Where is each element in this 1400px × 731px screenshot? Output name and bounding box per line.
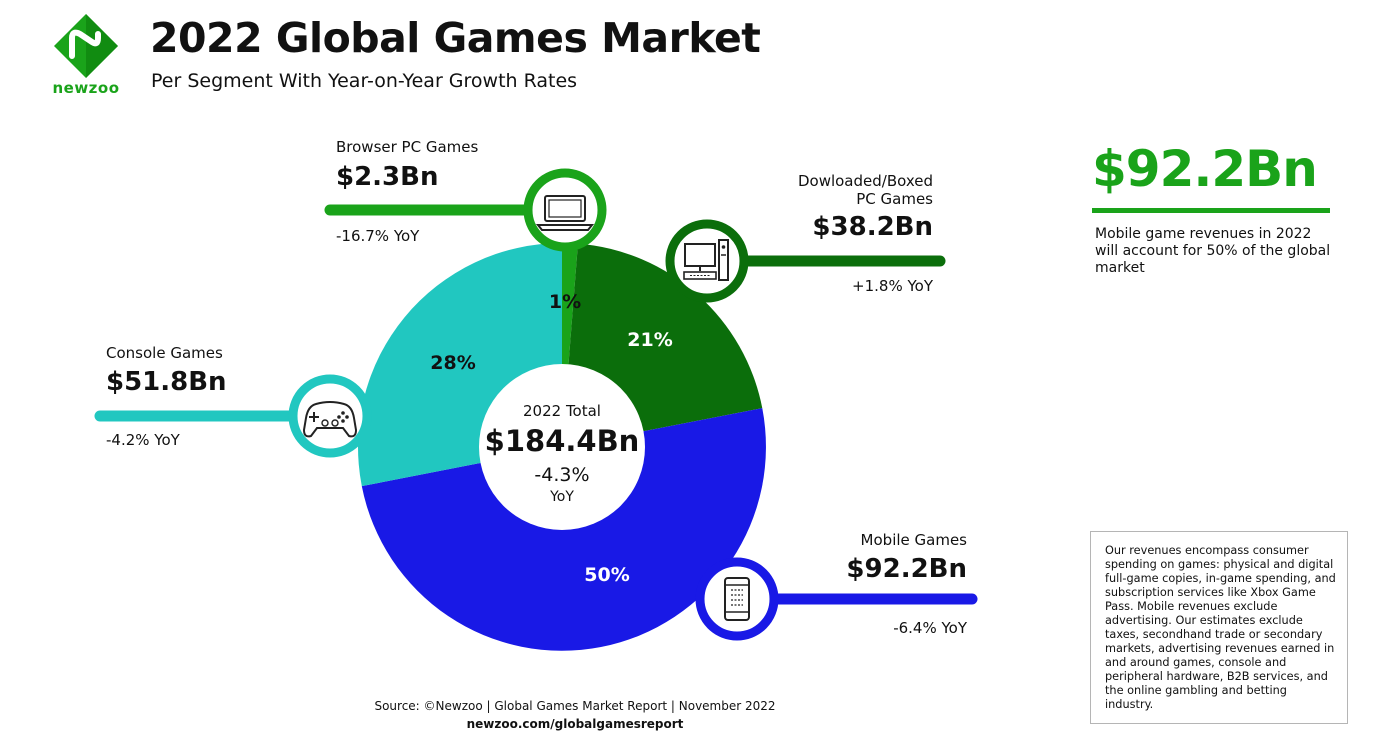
downloaded-segment-value: $38.2Bn — [812, 212, 933, 242]
page-subtitle: Per Segment With Year-on-Year Growth Rat… — [151, 70, 578, 92]
pct-label-mobile: 50% — [584, 564, 630, 586]
source-credit: Source: ©Newzoo | Global Games Market Re… — [374, 699, 776, 713]
gamepad-icon — [288, 374, 372, 458]
downloaded-segment-name-line1: Dowloaded/Boxed — [797, 172, 933, 190]
console-segment-yoy: -4.2% YoY — [106, 431, 180, 449]
center-total-label: 2022 Total — [523, 402, 601, 420]
browser-segment-name: Browser PC Games — [336, 138, 479, 156]
center-total-value: $184.4Bn — [484, 424, 640, 458]
methodology-note-text: Our revenues encompass consumer spending… — [1105, 544, 1336, 711]
newzoo-logo — [54, 14, 118, 78]
mobile-highlight-value: $92.2Bn — [1092, 140, 1318, 198]
logo-wordmark: newzoo — [52, 79, 120, 97]
browser-segment-yoy: -16.7% YoY — [336, 227, 420, 245]
desktop-pc-icon — [665, 219, 749, 303]
pct-label-browser: 1% — [548, 291, 582, 313]
pct-label-console: 28% — [430, 352, 476, 374]
mobile-segment-yoy: -6.4% YoY — [893, 619, 967, 637]
center-growth-unit: YoY — [550, 489, 574, 505]
downloaded-segment-name-line2: PC Games — [856, 190, 933, 208]
mobile-highlight-description: Mobile game revenues in 2022 will accoun… — [1095, 226, 1331, 276]
downloaded-segment-yoy: +1.8% YoY — [852, 277, 933, 295]
highlight-underline — [1092, 208, 1330, 213]
browser-segment-value: $2.3Bn — [336, 162, 439, 192]
mobile-segment-value: $92.2Bn — [846, 554, 967, 584]
mobile-segment-name: Mobile Games — [860, 531, 967, 549]
console-segment-value: $51.8Bn — [106, 367, 227, 397]
center-growth: -4.3% — [534, 464, 590, 486]
page-title: 2022 Global Games Market — [150, 14, 761, 62]
console-segment-name: Console Games — [106, 344, 223, 362]
laptop-icon — [523, 168, 607, 252]
methodology-note: Our revenues encompass consumer spending… — [1090, 531, 1348, 724]
center-disc — [479, 364, 645, 530]
smartphone-icon — [695, 557, 779, 641]
source-url[interactable]: newzoo.com/globalgamesreport — [466, 717, 684, 731]
pct-label-downloaded: 21% — [627, 329, 673, 351]
